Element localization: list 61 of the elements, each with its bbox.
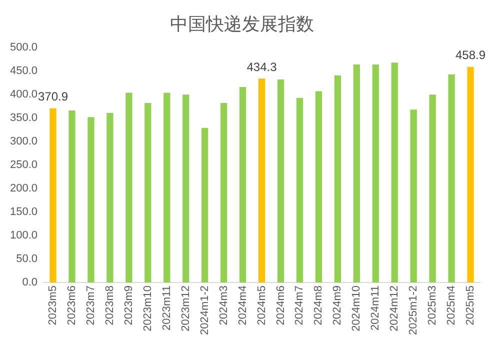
- x-tick-label: 2023m12: [180, 285, 192, 332]
- x-tick-label: 2024m7: [294, 285, 306, 326]
- x-tick-label: 2023m7: [85, 285, 97, 326]
- x-tick-label: 2024m4: [236, 285, 249, 326]
- y-tick-label: 0.0: [22, 276, 38, 288]
- bar: [372, 64, 379, 282]
- y-tick-label: 50.0: [16, 253, 38, 266]
- x-tick-label: 2024m8: [312, 285, 325, 326]
- bar: [106, 112, 114, 282]
- y-tick-label: 200.0: [10, 182, 38, 195]
- y-tick-label: 300.0: [10, 136, 38, 148]
- y-tick-label: 400.0: [10, 88, 38, 101]
- y-tick-label: 450.0: [10, 65, 38, 78]
- bar: [315, 91, 322, 282]
- y-tick-label: 500.0: [10, 42, 38, 54]
- x-tick-label: 2025m4: [446, 285, 458, 326]
- bar: [334, 75, 341, 282]
- y-tick-label: 150.0: [10, 206, 38, 218]
- y-tick-label: 250.0: [10, 159, 38, 172]
- x-tick-label: 2023m10: [142, 285, 154, 332]
- x-tick-label: 2023m11: [160, 285, 173, 331]
- y-tick-label: 100.0: [10, 230, 38, 242]
- bar: [88, 117, 94, 282]
- bar: [144, 103, 152, 282]
- x-tick-label: 2024m11: [370, 285, 382, 331]
- x-tick-label: 2023m8: [104, 285, 116, 326]
- x-tick-label: 2024m3: [218, 285, 230, 326]
- x-tick-label: 2025m1-2: [408, 285, 420, 336]
- bar: [164, 92, 170, 282]
- data-label: 370.9: [38, 90, 68, 104]
- x-tick-label: 2025m5: [464, 285, 477, 326]
- bar: [202, 128, 208, 282]
- x-tick-label: 2024m1-2: [198, 285, 211, 336]
- x-tick-label: 2025m3: [426, 285, 439, 326]
- data-label: 434.3: [246, 60, 278, 74]
- x-tick-label: 2024m12: [388, 285, 401, 332]
- bar: [448, 74, 455, 282]
- x-tick-label: 2023m6: [66, 285, 78, 326]
- bar: [126, 92, 132, 282]
- bar: [258, 78, 266, 282]
- bar: [220, 103, 228, 282]
- bar: [182, 94, 190, 282]
- chart-title: 中国快递发展指数: [170, 14, 314, 34]
- x-tick-label: 2024m10: [350, 285, 363, 332]
- x-tick-label: 2023m5: [47, 285, 60, 326]
- x-tick-label: 2024m5: [256, 285, 268, 326]
- bar: [296, 98, 304, 282]
- bar: [391, 62, 398, 282]
- bar: [50, 108, 56, 282]
- bar: [429, 94, 436, 282]
- y-tick-label: 350.0: [10, 112, 38, 124]
- x-tick-label: 2024m9: [332, 285, 344, 326]
- bar: [410, 110, 417, 282]
- x-tick-label: 2023m9: [122, 285, 135, 326]
- bar: [239, 87, 246, 282]
- data-label: 458.9: [455, 48, 486, 62]
- bar: [467, 66, 474, 282]
- bar: [277, 80, 284, 282]
- x-tick-label: 2024m6: [274, 285, 287, 326]
- bar: [353, 64, 360, 282]
- bar: [68, 110, 76, 282]
